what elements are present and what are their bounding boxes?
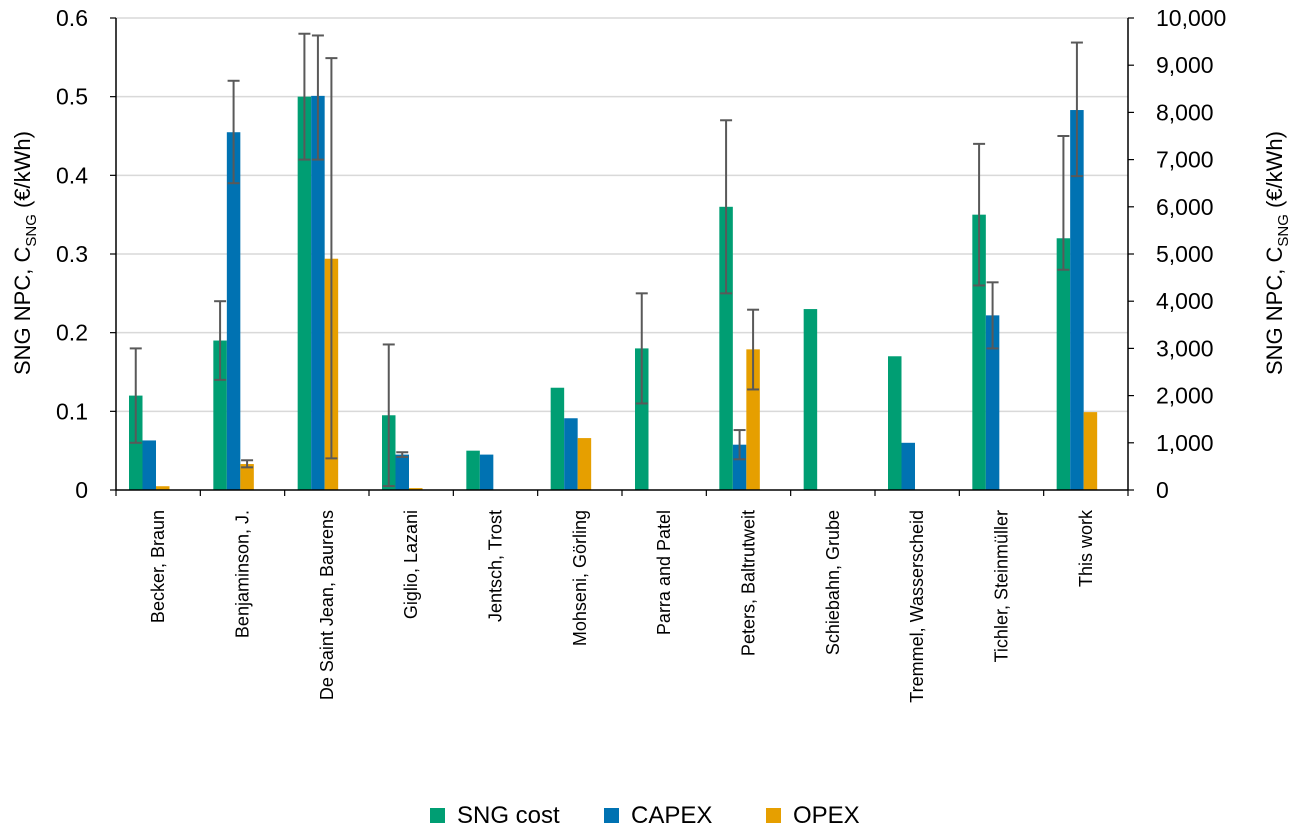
right-tick-label: 5,000	[1156, 241, 1214, 267]
bar-capex	[564, 418, 578, 490]
bar-opex	[746, 349, 760, 490]
right-axis-title: SNG NPC, CSNG (€/kWh)	[1262, 131, 1292, 375]
left-tick-label: 0.1	[56, 398, 88, 424]
right-tick-label: 8,000	[1156, 99, 1214, 125]
right-tick-label: 4,000	[1156, 288, 1214, 314]
bar-capex	[732, 444, 747, 490]
category-label: Giglio, Lazani	[401, 510, 421, 619]
bar-opex	[577, 438, 592, 490]
bar-capex	[142, 440, 156, 490]
left-tick-label: 0	[75, 477, 88, 503]
right-axis-title-sub: SNG	[1275, 214, 1292, 247]
category-label: This work	[1076, 509, 1096, 587]
bar-sng-cost	[1056, 238, 1071, 490]
left-tick-label: 0.4	[56, 162, 88, 188]
legend-label: OPEX	[793, 802, 860, 829]
grid-lines	[116, 17, 1128, 413]
bar-opex	[409, 488, 423, 490]
bar-capex	[395, 454, 409, 490]
category-label: Tremmel, Wasserscheid	[907, 510, 927, 703]
legend-label: CAPEX	[631, 802, 712, 829]
right-tick-label: 2,000	[1156, 383, 1214, 409]
bar-capex	[901, 442, 915, 490]
left-axis-title-unit: (€/kWh)	[10, 131, 35, 214]
legend: SNG cost CAPEX OPEX	[430, 802, 860, 829]
left-axis-title: SNG NPC, CSNG (€/kWh)	[10, 131, 40, 375]
left-axis-title-sub: SNG	[23, 214, 40, 247]
right-axis-title-main: SNG NPC, C	[1262, 247, 1287, 375]
right-tick-label: 10,000	[1156, 5, 1226, 31]
bar-sng-cost	[635, 348, 649, 490]
category-label: Peters, Baltrutweit	[739, 510, 759, 656]
bar-opex	[156, 486, 170, 490]
bar-sng-cost	[466, 450, 480, 490]
legend-label: SNG cost	[457, 802, 560, 829]
category-label: Tichler, Steinmüller	[992, 510, 1012, 662]
right-tick-label: 1,000	[1156, 430, 1214, 456]
bar-capex	[311, 95, 325, 490]
legend-swatch-capex	[604, 808, 619, 823]
bars	[129, 95, 1098, 491]
error-bars	[129, 32, 1083, 488]
bar-opex	[1083, 412, 1098, 490]
category-label: De Saint Jean, Baurens	[317, 510, 337, 700]
bar-sng-cost	[972, 214, 986, 490]
legend-swatch-opex	[766, 808, 781, 823]
bar-sng-cost	[297, 96, 312, 491]
legend-swatch-sng-cost	[430, 808, 445, 823]
right-tick-label: 6,000	[1156, 194, 1214, 220]
left-tick-label: 0.2	[56, 320, 88, 346]
category-label: Schiebahn, Grube	[823, 510, 843, 655]
category-label: Jentsch, Trost	[486, 510, 506, 622]
right-axis-title-unit: (€/kWh)	[1262, 131, 1287, 214]
right-tick-label: 3,000	[1156, 335, 1214, 361]
left-axis-title-main: SNG NPC, C	[10, 247, 35, 375]
left-tick-label: 0.3	[56, 241, 88, 267]
category-label: Becker, Braun	[148, 510, 168, 623]
bar-sng-cost	[719, 206, 733, 491]
left-axis-ticks: 0 0.1 0.2 0.3 0.4 0.5 0.6	[56, 5, 116, 503]
left-tick-label: 0.5	[56, 84, 88, 110]
bar-opex	[240, 464, 254, 490]
right-tick-label: 9,000	[1156, 52, 1214, 78]
category-label: Mohseni, Görling	[570, 510, 590, 646]
right-axis-ticks: 0 1,000 2,000 3,000 4,000 5,000 6,000 7,000 8,00…	[1128, 5, 1226, 503]
bar-capex	[226, 132, 241, 490]
category-labels: Becker, Braun Benjaminson, J. De Saint Jea…	[148, 509, 1096, 703]
left-tick-label: 0.6	[56, 5, 88, 31]
bar-capex	[1070, 110, 1084, 490]
bar-sng-cost	[550, 387, 565, 490]
bar-sng-cost	[213, 340, 227, 490]
bar-sng-cost	[803, 309, 818, 490]
bar-sng-cost	[888, 356, 902, 490]
category-label: Benjaminson, J.	[233, 510, 253, 638]
bar-capex	[985, 315, 1000, 490]
category-label: Parra and Patel	[654, 510, 674, 635]
right-tick-label: 0	[1156, 477, 1169, 503]
bar-capex	[479, 454, 494, 490]
right-tick-label: 7,000	[1156, 147, 1214, 173]
